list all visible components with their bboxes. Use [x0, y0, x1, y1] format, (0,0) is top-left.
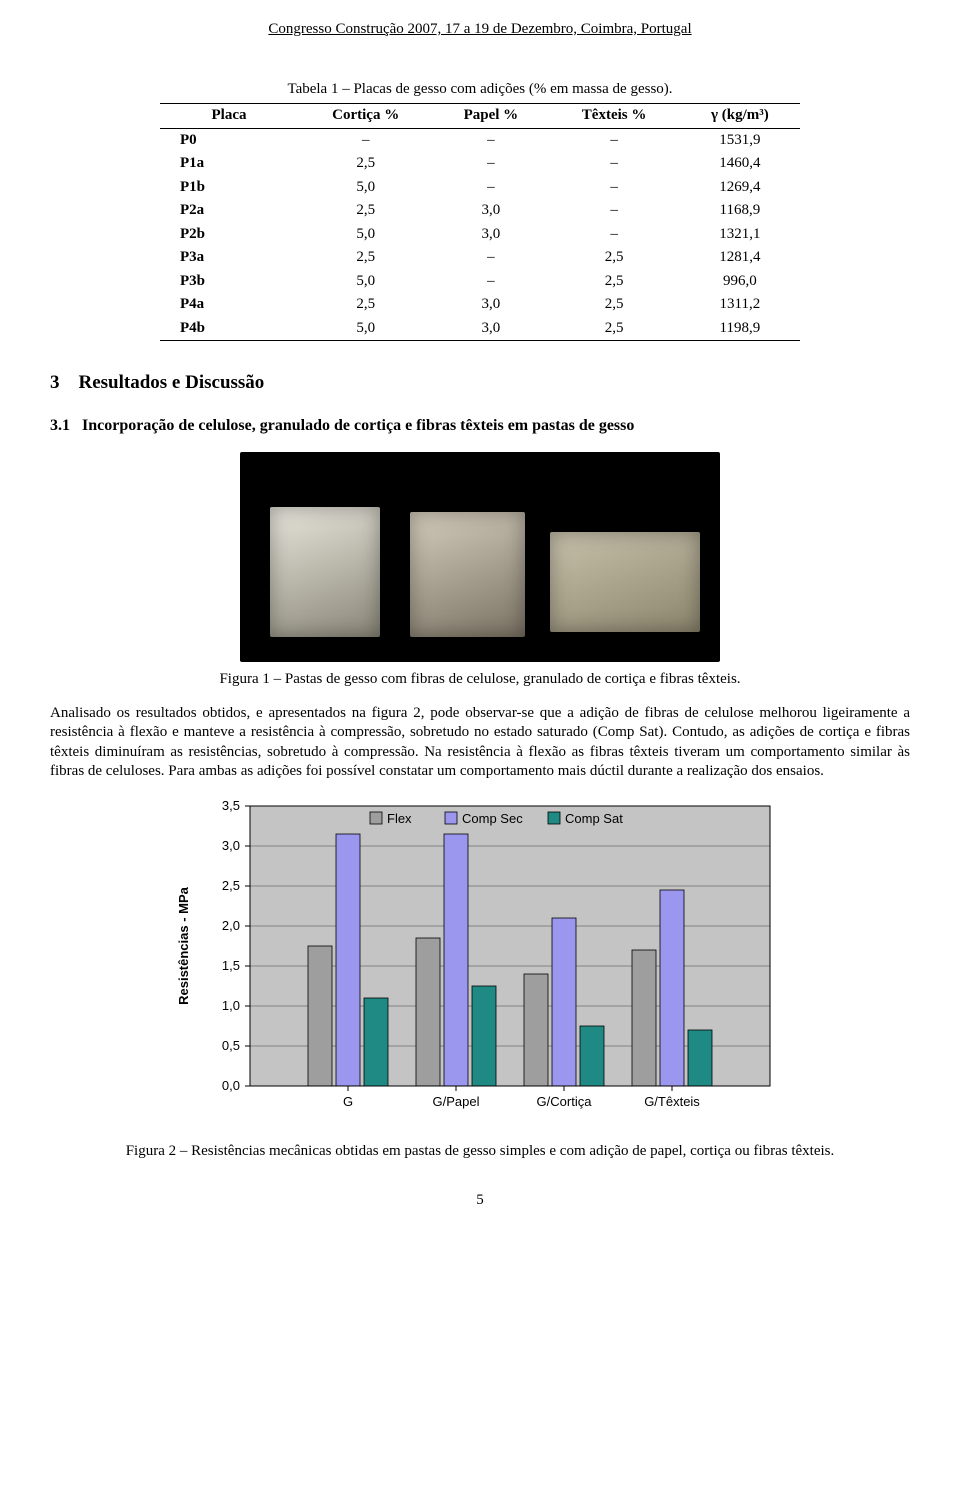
table-cell: 3,0 — [433, 223, 548, 247]
subsection-number: 3.1 — [50, 417, 70, 434]
figure-2-caption: Figura 2 – Resistências mecânicas obtida… — [50, 1142, 910, 1162]
table-cell: – — [548, 223, 679, 247]
table-row: P4b5,03,02,51198,9 — [160, 317, 800, 341]
table-row: P1b5,0––1269,4 — [160, 176, 800, 200]
table-cell: 2,5 — [548, 293, 679, 317]
table-cell: 3,0 — [433, 199, 548, 223]
table-cell: – — [548, 176, 679, 200]
table-cell: 1168,9 — [680, 199, 800, 223]
table-cell: – — [298, 128, 433, 152]
table-row: P2a2,53,0–1168,9 — [160, 199, 800, 223]
table-cell: 2,5 — [298, 199, 433, 223]
sample-block — [270, 507, 380, 637]
table-cell: – — [433, 128, 548, 152]
table-caption: Tabela 1 – Placas de gesso com adições (… — [50, 80, 910, 100]
svg-text:1,0: 1,0 — [222, 998, 240, 1013]
svg-text:G/Papel: G/Papel — [433, 1094, 480, 1109]
table-cell: 1269,4 — [680, 176, 800, 200]
subsection-heading: 3.1 Incorporação de celulose, granulado … — [50, 416, 910, 437]
table-row: P3a2,5–2,51281,4 — [160, 246, 800, 270]
table-cell: 1281,4 — [680, 246, 800, 270]
table-cell: P2b — [160, 223, 298, 247]
sample-block — [550, 532, 700, 632]
table-cell: – — [548, 199, 679, 223]
sample-block — [410, 512, 525, 637]
table-cell: 5,0 — [298, 223, 433, 247]
table-cell: P3a — [160, 246, 298, 270]
figure-1-photo — [240, 452, 720, 662]
table-cell: – — [548, 152, 679, 176]
section-heading: 3 Resultados e Discussão — [50, 371, 910, 396]
svg-text:Flex: Flex — [387, 811, 412, 826]
table-cell: 3,0 — [433, 317, 548, 341]
figure-1 — [50, 452, 910, 662]
table-cell: P3b — [160, 270, 298, 294]
table-cell: – — [433, 270, 548, 294]
body-paragraph: Analisado os resultados obtidos, e apres… — [50, 704, 910, 782]
table-row: P4a2,53,02,51311,2 — [160, 293, 800, 317]
table-cell: 1460,4 — [680, 152, 800, 176]
svg-text:0,5: 0,5 — [222, 1038, 240, 1053]
figure-2-chart: 0,0 0,5 1,0 1,5 2,0 2,5 3,0 3,5 Resistências - M… — [170, 796, 790, 1136]
table-cell: 5,0 — [298, 317, 433, 341]
table-cell: 1198,9 — [680, 317, 800, 341]
table-cell: 2,5 — [548, 246, 679, 270]
table-col-header: γ (kg/m³) — [680, 104, 800, 129]
svg-text:G/Têxteis: G/Têxteis — [644, 1094, 700, 1109]
table-row: P1a2,5––1460,4 — [160, 152, 800, 176]
table-row: P0–––1531,9 — [160, 128, 800, 152]
section-number: 3 — [50, 372, 60, 393]
figure-1-caption: Figura 1 – Pastas de gesso com fibras de… — [50, 670, 910, 690]
table-cell: P4a — [160, 293, 298, 317]
table-cell: 5,0 — [298, 176, 433, 200]
table-cell: – — [433, 152, 548, 176]
table-cell: 996,0 — [680, 270, 800, 294]
table-1: PlacaCortiça %Papel %Têxteis %γ (kg/m³) … — [160, 103, 800, 341]
svg-text:3,0: 3,0 — [222, 838, 240, 853]
svg-text:G/Cortiça: G/Cortiça — [537, 1094, 593, 1109]
table-cell: 5,0 — [298, 270, 433, 294]
table-cell: 2,5 — [298, 246, 433, 270]
table-cell: – — [433, 176, 548, 200]
table-cell: P0 — [160, 128, 298, 152]
table-cell: 2,5 — [548, 270, 679, 294]
table-cell: 2,5 — [548, 317, 679, 341]
svg-text:2,5: 2,5 — [222, 878, 240, 893]
table-cell: 2,5 — [298, 293, 433, 317]
table-col-header: Papel % — [433, 104, 548, 129]
table-cell: 1531,9 — [680, 128, 800, 152]
svg-text:1,5: 1,5 — [222, 958, 240, 973]
page-number: 5 — [50, 1191, 910, 1211]
svg-text:3,5: 3,5 — [222, 798, 240, 813]
svg-text:G: G — [343, 1094, 353, 1109]
table-col-header: Cortiça % — [298, 104, 433, 129]
table-row: P2b5,03,0–1321,1 — [160, 223, 800, 247]
svg-text:2,0: 2,0 — [222, 918, 240, 933]
svg-text:Resistências - MPa: Resistências - MPa — [176, 886, 191, 1005]
table-row: P3b5,0–2,5996,0 — [160, 270, 800, 294]
table-col-header: Placa — [160, 104, 298, 129]
table-cell: P2a — [160, 199, 298, 223]
table-cell: P4b — [160, 317, 298, 341]
table-cell: 1311,2 — [680, 293, 800, 317]
svg-text:Comp Sec: Comp Sec — [462, 811, 523, 826]
table-cell: 1321,1 — [680, 223, 800, 247]
section-title: Resultados e Discussão — [79, 372, 265, 393]
table-cell: P1a — [160, 152, 298, 176]
table-col-header: Têxteis % — [548, 104, 679, 129]
page-header: Congresso Construção 2007, 17 a 19 de De… — [50, 20, 910, 40]
svg-text:0,0: 0,0 — [222, 1078, 240, 1093]
table-cell: 3,0 — [433, 293, 548, 317]
subsection-title: Incorporação de celulose, granulado de c… — [82, 417, 634, 434]
table-cell: – — [548, 128, 679, 152]
table-cell: P1b — [160, 176, 298, 200]
table-cell: 2,5 — [298, 152, 433, 176]
table-cell: – — [433, 246, 548, 270]
svg-text:Comp Sat: Comp Sat — [565, 811, 623, 826]
